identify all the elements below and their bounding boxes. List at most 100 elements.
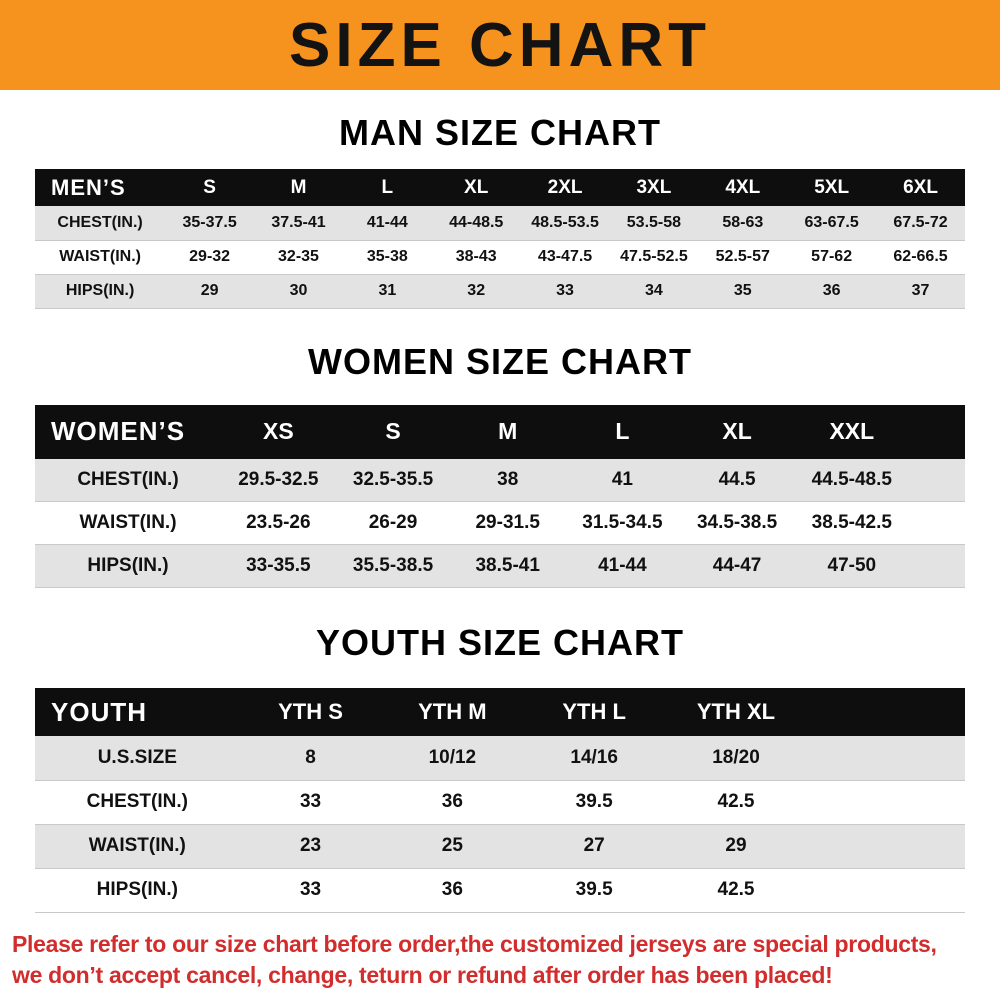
value-cell: 8 bbox=[305, 746, 316, 768]
value-cell: 47.5-52.5 bbox=[620, 248, 688, 265]
row-spacer-cell bbox=[807, 824, 965, 868]
value-cell: 33-35.5 bbox=[246, 555, 311, 576]
row-label: WAIST(IN.) bbox=[88, 835, 186, 856]
row-label: U.S.SIZE bbox=[97, 746, 177, 768]
column-header: 5XL bbox=[787, 169, 877, 206]
table-row: WAIST(IN.) 23.5-26 26-29 29-31.5 31.5-34.5 34… bbox=[35, 501, 965, 545]
youth-section-heading: YOUTH SIZE CHART bbox=[315, 622, 684, 663]
row-spacer-cell bbox=[909, 459, 965, 502]
table-row: WAIST(IN.) 29-32 32-35 35-38 38-43 43-47.5 47.… bbox=[35, 240, 965, 274]
table-row: CHEST(IN.) 33 36 39.5 42.5 bbox=[35, 780, 965, 824]
womens-size-table: WOMEN’S XS S M L XL XXL CHEST(IN.) 29.5-32.5 32.5… bbox=[35, 404, 965, 589]
row-spacer-cell bbox=[909, 545, 965, 588]
value-cell: 57-62 bbox=[811, 248, 853, 265]
row-label: CHEST(IN.) bbox=[57, 213, 143, 231]
value-cell: 31.5-34.5 bbox=[582, 512, 663, 533]
value-cell: 37.5-41 bbox=[271, 213, 326, 231]
row-label: WAIST(IN.) bbox=[79, 512, 177, 533]
column-header: XL bbox=[679, 404, 795, 459]
value-cell: 31 bbox=[378, 282, 397, 299]
column-header: 4XL bbox=[698, 169, 788, 206]
value-cell: 35.5-38.5 bbox=[352, 555, 434, 576]
man-section-heading: MAN SIZE CHART bbox=[339, 112, 661, 153]
value-cell: 26-29 bbox=[368, 512, 418, 533]
youth-size-section: YOUTH SIZE CHART YOUTH YTH S YTH M YTH L YTH… bbox=[0, 622, 1000, 913]
row-spacer-cell bbox=[807, 736, 965, 780]
column-header: M bbox=[254, 169, 343, 206]
disclaimer-line-2: we don’t accept cancel, change, teturn o… bbox=[12, 961, 833, 988]
column-header: S bbox=[165, 169, 255, 206]
women-section-heading: WOMEN SIZE CHART bbox=[308, 340, 692, 382]
column-header: 6XL bbox=[876, 169, 965, 206]
value-cell: 41 bbox=[611, 468, 633, 490]
value-cell: 37 bbox=[911, 282, 930, 299]
table-row: CHEST(IN.) 29.5-32.5 32.5-35.5 38 41 44.5 44.5… bbox=[35, 458, 965, 502]
value-cell: 23 bbox=[299, 835, 322, 856]
value-cell: 25 bbox=[441, 835, 463, 856]
value-cell: 39.5 bbox=[575, 879, 613, 900]
value-cell: 30 bbox=[289, 282, 308, 299]
header-spacer-cell bbox=[806, 688, 965, 736]
value-cell: 29 bbox=[200, 282, 219, 299]
value-cell: 27 bbox=[583, 835, 605, 856]
value-cell: 44.5 bbox=[718, 468, 756, 490]
table-header-row: WOMEN’S XS S M L XL XXL bbox=[35, 404, 965, 459]
column-header: YTH S bbox=[239, 688, 382, 736]
column-header: 3XL bbox=[609, 169, 699, 206]
table-row: WAIST(IN.) 23 25 27 29 bbox=[35, 824, 965, 868]
value-cell: 35 bbox=[733, 282, 752, 299]
value-cell: 38 bbox=[497, 468, 519, 490]
value-cell: 35-37.5 bbox=[182, 213, 237, 231]
row-label: HIPS(IN.) bbox=[96, 879, 178, 900]
value-cell: 32 bbox=[467, 282, 486, 299]
disclaimer-line-1: Please refer to our size chart before or… bbox=[12, 930, 937, 957]
value-cell: 29-32 bbox=[189, 248, 231, 265]
value-cell: 58-63 bbox=[722, 213, 764, 231]
table-row: HIPS(IN.) 29 30 31 32 33 34 35 36 37 bbox=[35, 274, 965, 308]
page-title: SIZE CHART bbox=[289, 10, 711, 80]
column-header: 2XL bbox=[520, 169, 610, 206]
value-cell: 43-47.5 bbox=[537, 248, 593, 265]
size-chart-banner: SIZE CHART bbox=[0, 0, 1000, 90]
value-cell: 39.5 bbox=[575, 791, 613, 812]
value-cell: 42.5 bbox=[717, 791, 755, 812]
table-title-cell: MEN’S bbox=[35, 169, 166, 206]
table-title-cell: WOMEN’S bbox=[35, 404, 221, 459]
value-cell: 44.5-48.5 bbox=[811, 468, 892, 490]
man-size-section: MAN SIZE CHART MEN’S S M L XL 2XL 3XL 4XL 5XL 6XL… bbox=[0, 112, 1000, 309]
row-spacer-cell bbox=[807, 780, 965, 824]
value-cell: 36 bbox=[822, 282, 841, 299]
disclaimer-text: Please refer to our size chart before or… bbox=[12, 929, 988, 991]
column-header: XS bbox=[221, 404, 336, 459]
header-spacer-cell bbox=[909, 404, 965, 459]
column-header: YTH M bbox=[381, 688, 524, 736]
table-row: HIPS(IN.) 33-35.5 35.5-38.5 38.5-41 41-44 44-… bbox=[35, 544, 965, 588]
value-cell: 42.5 bbox=[717, 879, 755, 900]
value-cell: 38.5-41 bbox=[475, 555, 540, 576]
value-cell: 52.5-57 bbox=[715, 248, 770, 265]
value-cell: 36 bbox=[441, 879, 463, 900]
value-cell: 32-35 bbox=[278, 248, 319, 265]
value-cell: 36 bbox=[441, 791, 463, 812]
row-label: HIPS(IN.) bbox=[65, 282, 135, 299]
column-header: L bbox=[342, 169, 432, 206]
value-cell: 23.5-26 bbox=[246, 512, 311, 533]
value-cell: 32.5-35.5 bbox=[352, 468, 434, 490]
value-cell: 33 bbox=[299, 791, 322, 812]
row-label: CHEST(IN.) bbox=[86, 791, 188, 812]
value-cell: 38.5-42.5 bbox=[811, 512, 892, 533]
column-header: YTH XL bbox=[665, 688, 807, 736]
column-header: XL bbox=[431, 169, 521, 206]
value-cell: 44-48.5 bbox=[449, 213, 504, 231]
table-row: CHEST(IN.) 35-37.5 37.5-41 41-44 44-48.5 48.5… bbox=[35, 206, 965, 240]
table-header-row: MEN’S S M L XL 2XL 3XL 4XL 5XL 6XL bbox=[35, 169, 965, 206]
row-label: CHEST(IN.) bbox=[77, 468, 179, 490]
column-header: M bbox=[450, 404, 566, 459]
value-cell: 47-50 bbox=[827, 555, 877, 576]
value-cell: 41-44 bbox=[598, 555, 647, 576]
value-cell: 35-38 bbox=[366, 248, 408, 265]
value-cell: 33 bbox=[299, 879, 322, 900]
value-cell: 53.5-58 bbox=[626, 213, 682, 231]
value-cell: 41-44 bbox=[366, 213, 408, 231]
value-cell: 62-66.5 bbox=[893, 248, 948, 265]
